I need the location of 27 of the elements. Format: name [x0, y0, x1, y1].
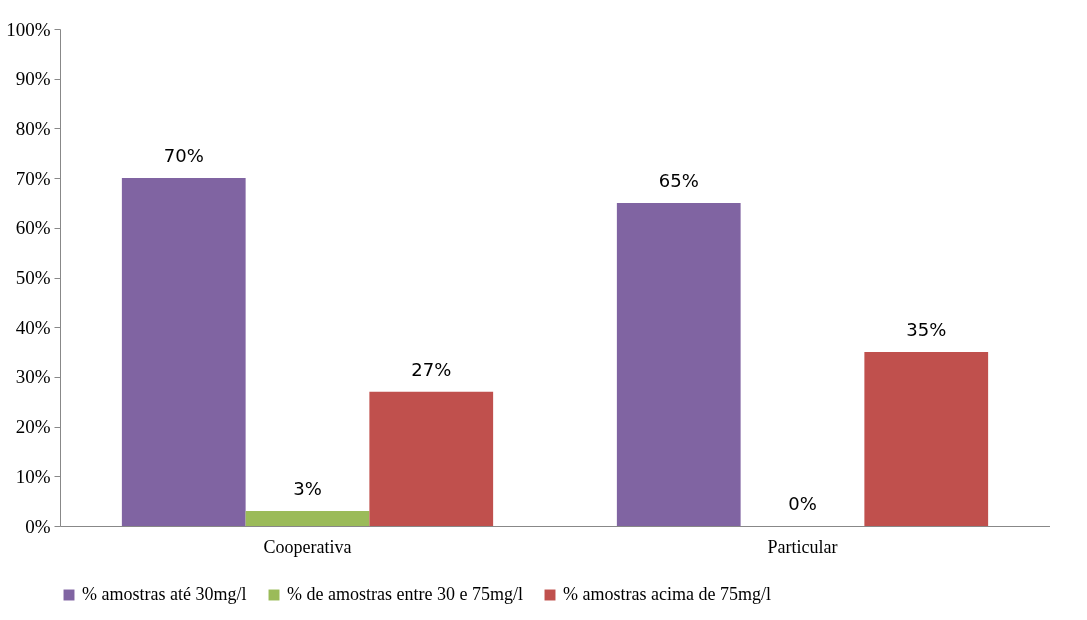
bar — [121, 178, 246, 526]
y-tick-label: 90% — [15, 68, 51, 90]
data-label: 3% — [293, 478, 322, 500]
legend-label: % amostras até 30mg/l — [82, 584, 247, 604]
bar — [616, 202, 741, 526]
data-label: 0% — [788, 493, 817, 514]
legend-label: % amostras acima de 75mg/l — [563, 584, 771, 604]
y-tick-label: 30% — [15, 366, 51, 388]
data-label: 35% — [906, 319, 947, 341]
bar — [864, 352, 989, 526]
data-label: 70% — [163, 145, 204, 167]
y-tick-label: 40% — [15, 316, 51, 338]
x-tick-label: Particular — [767, 536, 838, 557]
y-tick-label: 100% — [6, 18, 51, 40]
x-tick-label: Cooperativa — [263, 536, 352, 557]
bar — [369, 391, 494, 526]
y-tick-label: 80% — [15, 117, 51, 139]
y-tick-label: 60% — [15, 217, 51, 239]
data-label: 27% — [411, 358, 452, 380]
y-tick-label: 0% — [25, 515, 51, 537]
data-label: 65% — [658, 169, 699, 191]
y-tick-label: 20% — [15, 416, 51, 438]
y-tick-label: 50% — [15, 267, 51, 288]
y-tick-label: 10% — [15, 465, 51, 487]
y-tick-label: 70% — [15, 167, 51, 189]
bar — [245, 511, 370, 526]
legend-label: % de amostras entre 30 e 75mg/l — [287, 584, 523, 604]
